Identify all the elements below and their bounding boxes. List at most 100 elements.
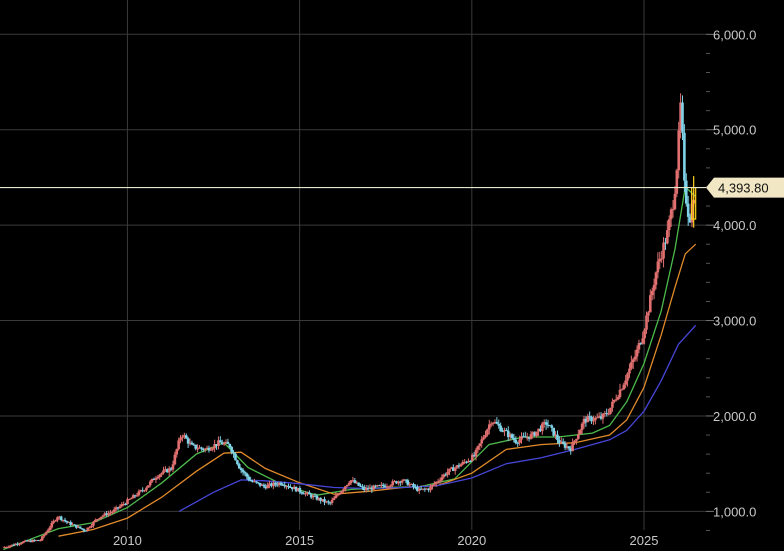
- candle-body: [48, 527, 52, 531]
- candle-body: [340, 491, 343, 494]
- candle-body: [452, 467, 455, 471]
- candle-body: [419, 488, 423, 490]
- candle-body: [281, 484, 285, 486]
- candle-body: [442, 474, 446, 478]
- candle-body: [315, 495, 319, 500]
- candle-body: [268, 483, 271, 485]
- candle-body: [400, 480, 404, 483]
- candle-body: [167, 468, 171, 473]
- y-tick-label: 3,000.0: [713, 314, 756, 329]
- candle-body: [508, 434, 512, 438]
- candle-body: [535, 431, 538, 436]
- candle-body: [20, 543, 23, 545]
- candle-body: [554, 434, 557, 436]
- candle-body: [10, 544, 14, 546]
- candle-body: [506, 430, 510, 438]
- candle-body: [681, 102, 684, 133]
- candle-body: [556, 434, 559, 441]
- candle-body: [181, 436, 184, 438]
- candle-body: [211, 448, 215, 450]
- candle-body: [141, 490, 144, 492]
- x-tick-label: 2010: [113, 533, 142, 548]
- candle-body: [503, 430, 506, 432]
- candle-body: [317, 498, 321, 500]
- candle-body: [311, 495, 315, 498]
- candle-body: [531, 432, 535, 435]
- candle-body: [463, 461, 466, 463]
- candle-body: [527, 437, 531, 439]
- candle-body: [217, 440, 220, 446]
- candle-body: [260, 484, 264, 486]
- candle-body: [16, 543, 19, 545]
- candle-body: [131, 495, 135, 499]
- candle-body: [143, 490, 146, 492]
- series-layer: [3, 93, 697, 551]
- candle-body: [563, 443, 567, 448]
- candle-body: [156, 477, 160, 479]
- candle-body: [368, 487, 372, 490]
- candle-body: [241, 470, 245, 473]
- candle-body: [291, 487, 294, 490]
- candle-body: [522, 436, 525, 438]
- candle-body: [410, 483, 413, 485]
- candle-body: [109, 512, 112, 514]
- candle-body: [84, 530, 88, 532]
- candle-body: [107, 513, 110, 516]
- candle-body: [308, 492, 311, 495]
- candle-body: [476, 446, 480, 450]
- candle-body: [478, 443, 482, 447]
- candle-body: [8, 545, 12, 547]
- candle-body: [175, 449, 179, 455]
- candle-body: [147, 485, 150, 488]
- candle-body: [44, 532, 48, 535]
- candle-body: [673, 193, 677, 210]
- candle-body: [29, 540, 33, 543]
- candle-body: [455, 465, 459, 468]
- candle-body: [607, 413, 610, 415]
- candle-body: [232, 452, 235, 454]
- candle-body: [423, 488, 427, 490]
- candle-body: [129, 498, 133, 500]
- candle-body: [671, 209, 675, 211]
- candle-body: [135, 495, 139, 497]
- candle-body: [328, 502, 332, 504]
- candle-body: [173, 454, 177, 465]
- candle-body: [493, 421, 497, 423]
- candle-body: [647, 312, 650, 316]
- last-price-label: 4,393.80: [718, 181, 769, 196]
- y-axis: 1,000.0 2,000.0 3,000.0 4,000.0 5,000.0 6,000…: [706, 27, 756, 531]
- candle-body: [349, 480, 353, 484]
- candle-body: [313, 495, 317, 497]
- candle-body: [239, 468, 243, 471]
- candle-body: [645, 315, 648, 330]
- candle-body: [14, 543, 18, 546]
- candle-body: [499, 425, 502, 432]
- candle-body: [626, 373, 629, 381]
- candle-body: [628, 368, 631, 374]
- candle-body: [23, 540, 27, 542]
- candle-body: [370, 487, 374, 490]
- candle-body: [577, 434, 580, 439]
- candle-body: [344, 486, 347, 490]
- candle-body: [467, 460, 470, 463]
- candle-body: [323, 499, 326, 503]
- candle-body: [319, 498, 323, 501]
- candle-body: [391, 481, 394, 486]
- candle-body: [50, 522, 54, 528]
- candle-body: [495, 421, 499, 424]
- candle-body: [641, 338, 645, 344]
- candle-body: [56, 517, 59, 521]
- candle-body: [296, 488, 300, 492]
- candle-body: [520, 436, 523, 440]
- candle-body: [637, 343, 641, 350]
- candle-body: [421, 488, 425, 490]
- candle-body: [190, 442, 194, 445]
- candle-body: [154, 478, 158, 480]
- candle-body: [330, 500, 334, 503]
- candle-body: [639, 343, 643, 345]
- candle-body: [12, 544, 16, 546]
- y-tick-label: 2,000.0: [713, 409, 756, 424]
- candle-body: [92, 521, 95, 526]
- candle-body: [75, 524, 78, 528]
- candle-body: [273, 482, 277, 485]
